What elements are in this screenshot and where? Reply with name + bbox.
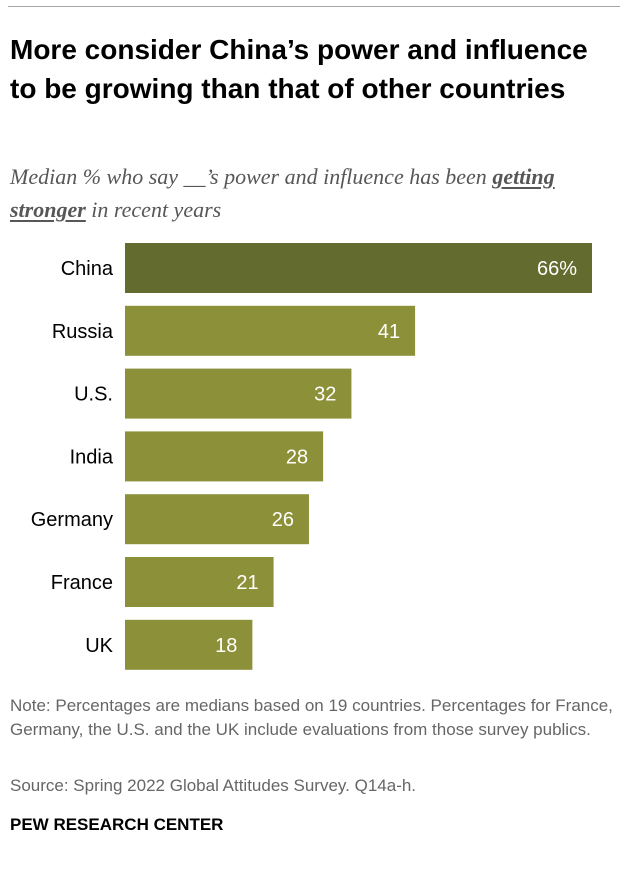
bar-uk: [125, 619, 253, 670]
bar-group-china: China 66%: [61, 243, 592, 293]
category-label-china: China: [61, 258, 114, 280]
subtitle-text-end: in recent years: [85, 197, 222, 222]
bar-chart: China 66% Russia 41 U.S. 32 India 28 Germany 26 Fr…: [31, 243, 592, 670]
value-label-india: 28: [286, 446, 308, 468]
value-label-france: 21: [236, 572, 258, 594]
bar-russia: [125, 305, 416, 356]
value-label-china: 66%: [537, 258, 577, 280]
chart-subtitle: Median % who say __’s power and influenc…: [10, 160, 610, 226]
bar-group-india: India 28: [70, 431, 324, 482]
value-label-germany: 26: [272, 509, 294, 531]
value-label-russia: 41: [378, 321, 400, 343]
bar-group-france: France 21: [51, 557, 274, 607]
bar-india: [125, 431, 324, 482]
chart-title: More consider China’s power and influenc…: [10, 34, 588, 104]
bar-group-u-s: U.S. 32: [74, 368, 352, 419]
subtitle-emphasis: getting stronger: [10, 164, 555, 222]
category-label-uk: UK: [85, 635, 113, 657]
subtitle-text: Median % who say __’s power and influenc…: [10, 164, 493, 189]
category-label-germany: Germany: [31, 509, 113, 531]
category-label-russia: Russia: [52, 321, 114, 343]
chart-note: Note: Percentages are medians based on 1…: [10, 696, 613, 739]
chart-source: Source: Spring 2022 Global Attitudes Sur…: [10, 776, 417, 795]
value-label-uk: 18: [215, 635, 237, 657]
bar-china: [125, 243, 592, 293]
bar-group-uk: UK 18: [85, 619, 253, 670]
top-rule: [8, 6, 620, 7]
category-label-india: India: [70, 446, 114, 468]
pew-research-center-credit: PEW RESEARCH CENTER: [10, 815, 224, 834]
bar-group-russia: Russia 41: [52, 305, 416, 356]
value-label-u-s: 32: [314, 384, 336, 406]
category-label-u-s: U.S.: [74, 384, 113, 406]
category-label-france: France: [51, 572, 113, 594]
bar-group-germany: Germany 26: [31, 494, 309, 545]
bar-u-s: [125, 368, 352, 419]
bar-germany: [125, 494, 309, 545]
bar-france: [125, 557, 274, 607]
